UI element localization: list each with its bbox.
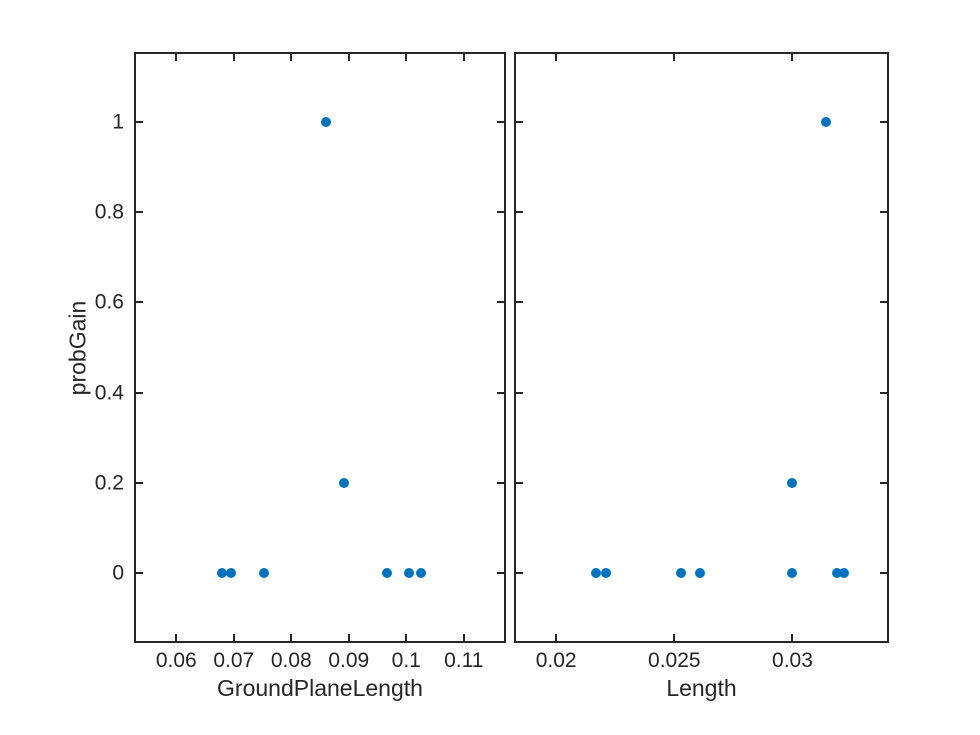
y-tick-label: 0 (112, 561, 124, 585)
y-tick-mark (136, 572, 143, 575)
x-tick-label: 0.09 (328, 649, 370, 672)
y-tick-mark (497, 120, 504, 123)
y-tick-mark (516, 572, 523, 575)
y-tick-mark (136, 391, 143, 394)
scatter-point (225, 568, 236, 579)
x-tick-mark (405, 54, 408, 61)
y-tick-mark (516, 391, 523, 394)
x-tick-mark (555, 54, 558, 61)
y-tick-mark (516, 211, 523, 214)
y-tick-mark (880, 211, 887, 214)
y-tick-mark (497, 481, 504, 484)
y-tick-mark (497, 572, 504, 575)
y-tick-label: 0.2 (94, 471, 124, 495)
scatter-point (381, 568, 392, 579)
y-tick-mark (880, 301, 887, 304)
x-tick-mark (232, 54, 235, 61)
scatter-point (403, 568, 414, 579)
right-plot-length: Length 0.02 0.025 0.03 (514, 52, 889, 701)
scatter-point (820, 116, 831, 127)
scatter-point (676, 568, 687, 579)
y-tick-mark (497, 301, 504, 304)
scatter-point (839, 568, 850, 579)
y-tick-mark (880, 120, 887, 123)
y-tick-label: 0.6 (94, 290, 124, 314)
y-tick-label: 0.8 (94, 200, 124, 224)
x-tick-label: 0.06 (155, 649, 197, 672)
y-tick-mark (136, 301, 143, 304)
x-axis-label-length: Length (666, 675, 737, 701)
y-tick-mark (136, 481, 143, 484)
x-tick-mark (175, 634, 178, 641)
scatter-point (339, 477, 350, 488)
y-tick-mark (497, 391, 504, 394)
y-tick-label: 0.4 (94, 381, 124, 405)
x-tick-label: 0.07 (213, 649, 255, 672)
x-tick-mark (673, 54, 676, 61)
x-axis-label-groundplanelength: GroundPlaneLength (217, 675, 423, 701)
x-tick-label: 0.03 (772, 649, 813, 672)
scatter-point (217, 568, 228, 579)
scatter-point (787, 568, 798, 579)
x-tick-mark (347, 634, 350, 641)
scatter-point (787, 477, 798, 488)
y-tick-mark (880, 572, 887, 575)
y-tick-mark (516, 481, 523, 484)
scatter-point (695, 568, 706, 579)
x-tick-mark (791, 634, 794, 641)
y-tick-label: 1 (112, 110, 124, 134)
y-tick-mark (516, 120, 523, 123)
y-tick-mark (136, 120, 143, 123)
x-tick-mark (175, 54, 178, 61)
left-plot-groundplanelength: probGain GroundPlaneLength 0.06 0.07 0.08 0… (65, 52, 506, 701)
scatter-point (258, 568, 269, 579)
x-tick-mark (290, 634, 293, 641)
x-tick-mark (462, 634, 465, 641)
x-tick-label: 0.11 (444, 649, 484, 672)
scatter-point (600, 568, 611, 579)
scatter-point (320, 116, 331, 127)
x-tick-mark (290, 54, 293, 61)
x-tick-mark (232, 634, 235, 641)
x-tick-label: 0.08 (270, 649, 312, 672)
y-axis-label-probgain: probGain (64, 300, 91, 395)
scatter-point (591, 568, 602, 579)
x-tick-label: 0.02 (535, 649, 577, 672)
scatter-point (832, 568, 843, 579)
x-tick-mark (462, 54, 465, 61)
y-tick-mark (516, 301, 523, 304)
x-tick-mark (555, 634, 558, 641)
y-tick-mark (880, 481, 887, 484)
y-tick-mark (497, 211, 504, 214)
x-tick-mark (791, 54, 794, 61)
x-tick-label: 0.1 (391, 649, 421, 672)
x-tick-mark (347, 54, 350, 61)
x-tick-label: 0.025 (648, 649, 701, 672)
y-tick-mark (136, 211, 143, 214)
scatter-point (416, 568, 427, 579)
x-tick-mark (405, 634, 408, 641)
x-tick-mark (673, 634, 676, 641)
y-tick-mark (880, 391, 887, 394)
